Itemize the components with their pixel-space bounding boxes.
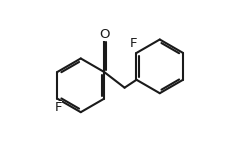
- Text: F: F: [130, 37, 138, 50]
- Text: F: F: [54, 101, 62, 114]
- Text: O: O: [99, 28, 109, 41]
